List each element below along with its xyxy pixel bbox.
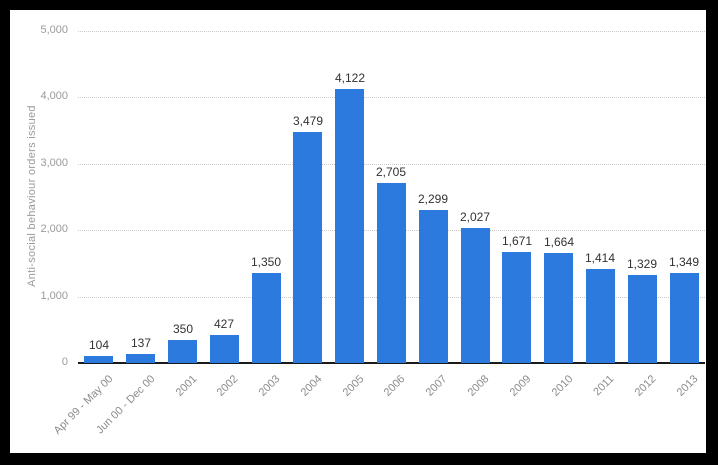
bar-value-label: 104 (88, 338, 110, 352)
gridline (78, 163, 705, 165)
y-tick-label: 5,000 (40, 24, 68, 36)
bar-value-label: 1,414 (584, 251, 616, 265)
bar (335, 89, 364, 363)
bar-value-label: 2,705 (375, 165, 407, 179)
gridline (78, 97, 705, 99)
x-axis-line (78, 362, 705, 364)
y-tick-label: 0 (61, 356, 68, 368)
bar (544, 253, 573, 363)
y-axis-title: Anti-social behaviour orders issued (26, 105, 38, 287)
bar (377, 183, 406, 363)
bar (252, 273, 281, 363)
bar (461, 228, 490, 363)
y-tick-label: 3,000 (40, 156, 68, 169)
y-tick-label: 2,000 (40, 223, 68, 236)
bar (293, 132, 322, 363)
bar-value-label: 1,349 (668, 255, 700, 269)
y-tick-label: 1,000 (40, 289, 68, 302)
bar-value-label: 137 (130, 336, 152, 350)
bar-value-label: 1,671 (501, 234, 533, 248)
bar-value-label: 350 (172, 322, 194, 336)
x-tick-label: Apr 99 - May 00 (51, 373, 116, 437)
bar-value-label: 1,350 (250, 255, 282, 269)
bar-value-label: 3,479 (292, 114, 324, 128)
bar-value-label: 4,122 (334, 71, 366, 85)
bar (502, 252, 531, 363)
bar-value-label: 2,027 (459, 210, 491, 224)
bar (586, 269, 615, 363)
bar (670, 273, 699, 363)
chart: Anti-social behaviour orders issued 0 1,0… (10, 10, 706, 453)
bar (628, 275, 657, 363)
bar-value-label: 1,329 (626, 257, 658, 271)
bar (168, 340, 197, 363)
bar (419, 210, 448, 363)
bar (84, 356, 113, 363)
bar-value-label: 1,664 (543, 235, 575, 249)
bar (126, 354, 155, 363)
bar (210, 335, 239, 363)
bar-value-label: 427 (213, 317, 235, 331)
bar-value-label: 2,299 (417, 192, 449, 206)
gridline (78, 31, 705, 32)
y-tick-label: 4,000 (40, 90, 68, 103)
